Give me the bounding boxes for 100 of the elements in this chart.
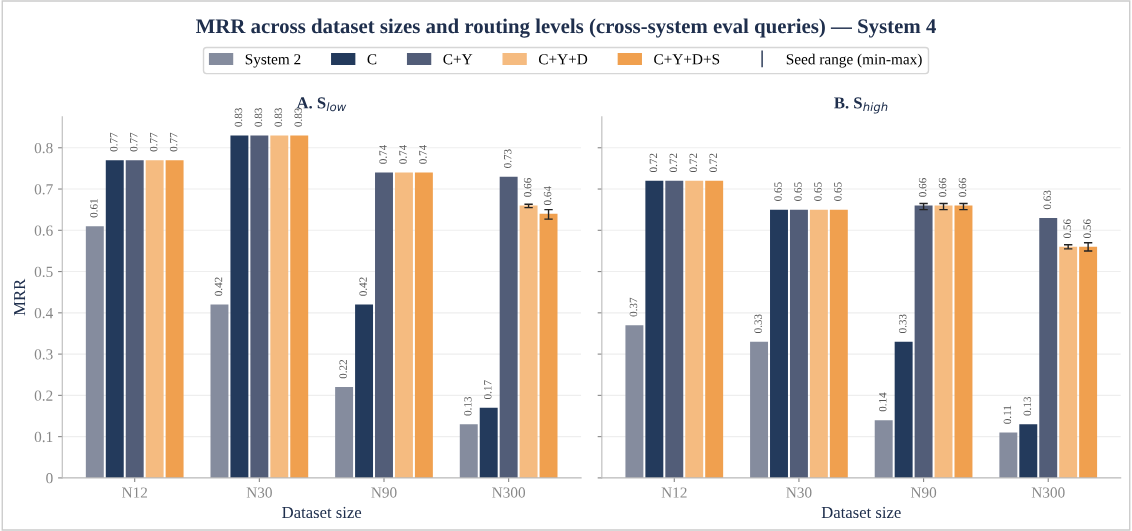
data-label: 0.61 (90, 199, 98, 218)
y-tick-label: 0.7 (34, 184, 53, 195)
data-label: 0.66 (958, 178, 967, 197)
bar (145, 160, 164, 478)
y-tick-label: 0.2 (34, 390, 53, 401)
chart-subtitle: B. S$_{high}$ (834, 97, 888, 114)
data-label: 0.73 (503, 149, 512, 168)
bar (809, 209, 828, 478)
data-label: 0.63 (1043, 190, 1052, 210)
x-axis-title: Dataset size (821, 506, 901, 519)
data-label: 0.66 (918, 178, 927, 197)
bar (999, 432, 1018, 478)
bar (894, 341, 913, 478)
x-tick-label: N30 (786, 487, 812, 498)
bar (1079, 246, 1098, 478)
x-axis-title: Dataset size (282, 506, 362, 519)
data-label: 0.72 (669, 153, 678, 173)
bar (230, 135, 249, 478)
bar (954, 205, 973, 478)
bar (250, 135, 269, 478)
bar (539, 213, 558, 478)
x-tick-label: N30 (246, 487, 272, 498)
bar (375, 172, 393, 478)
bar (829, 209, 848, 478)
y-axis-title: MRR (14, 278, 26, 316)
data-label: 0.14 (878, 392, 887, 412)
x-tick-label: N90 (910, 487, 937, 498)
data-label: 0.74 (379, 144, 387, 164)
legend-label: C (367, 54, 377, 65)
data-label: 0.65 (814, 182, 822, 201)
x-tick-label: N300 (492, 487, 526, 498)
data-label: 0.33 (898, 314, 907, 333)
bar (750, 341, 769, 478)
data-label: 0.22 (339, 359, 347, 379)
data-label: 0.66 (523, 178, 532, 197)
bar (914, 205, 933, 478)
y-tick-label: 0.1 (34, 431, 53, 443)
data-label: 0.17 (483, 380, 492, 399)
data-label: 0.77 (169, 132, 178, 152)
data-label: 0.77 (149, 132, 158, 152)
data-label: 0.66 (938, 178, 947, 197)
bar (335, 387, 354, 478)
data-label: 0.83 (254, 108, 263, 127)
data-label: 0.72 (689, 153, 698, 173)
bar (210, 304, 229, 478)
y-tick-label: 0.8 (34, 142, 53, 154)
bar (1039, 217, 1058, 478)
data-label: 0.11 (1003, 405, 1012, 424)
y-tick-label: 0.6 (34, 225, 53, 236)
x-tick-label: N12 (661, 487, 687, 498)
x-tick-label: N300 (1031, 487, 1065, 498)
data-label: 0.13 (464, 396, 472, 416)
bar (270, 135, 289, 478)
bar (645, 180, 664, 478)
bar (85, 226, 104, 478)
data-label: 0.72 (709, 153, 718, 173)
bar (934, 205, 953, 478)
bar (479, 407, 498, 478)
data-label: 0.72 (649, 153, 658, 173)
bar (394, 172, 413, 478)
bar (519, 205, 538, 478)
data-label: 0.42 (214, 277, 223, 296)
bar (1059, 246, 1078, 478)
data-label: 0.65 (834, 182, 842, 201)
data-label: 0.33 (754, 314, 762, 333)
bar (1019, 424, 1038, 478)
y-tick-label: 0 (46, 473, 53, 484)
y-tick-label: 0.5 (34, 266, 53, 278)
data-label: 0.65 (794, 182, 802, 201)
legend-label: C+Y+D (538, 54, 588, 65)
bar (499, 176, 518, 478)
bar (165, 160, 184, 478)
data-label: 0.77 (110, 132, 118, 152)
data-label: 0.65 (774, 182, 782, 201)
data-label: 0.74 (419, 144, 427, 164)
data-label: 0.56 (1083, 219, 1091, 239)
y-tick-label: 0.3 (34, 349, 53, 360)
data-label: 0.42 (359, 277, 367, 296)
data-label: 0.83 (234, 108, 243, 127)
data-label: 0.74 (399, 144, 407, 164)
data-label: 0.83 (274, 108, 283, 127)
legend-label: C+Y (443, 54, 473, 65)
legend-label: System 2 (245, 54, 301, 68)
bar (685, 180, 704, 478)
data-label: 0.77 (129, 132, 138, 152)
bar (665, 180, 684, 478)
bar (414, 172, 433, 478)
legend-label: C+Y+D+S (654, 54, 720, 65)
x-tick-label: N90 (371, 487, 397, 498)
data-label: 0.56 (1063, 219, 1072, 239)
bar (355, 304, 374, 478)
bar (459, 424, 478, 478)
bar (290, 135, 309, 478)
bar (125, 160, 144, 478)
bar (874, 420, 893, 478)
data-label: 0.64 (543, 186, 552, 206)
bar (625, 325, 644, 478)
bar (705, 180, 724, 478)
bar (789, 209, 808, 478)
text: Seed range (min-max) (786, 53, 922, 68)
